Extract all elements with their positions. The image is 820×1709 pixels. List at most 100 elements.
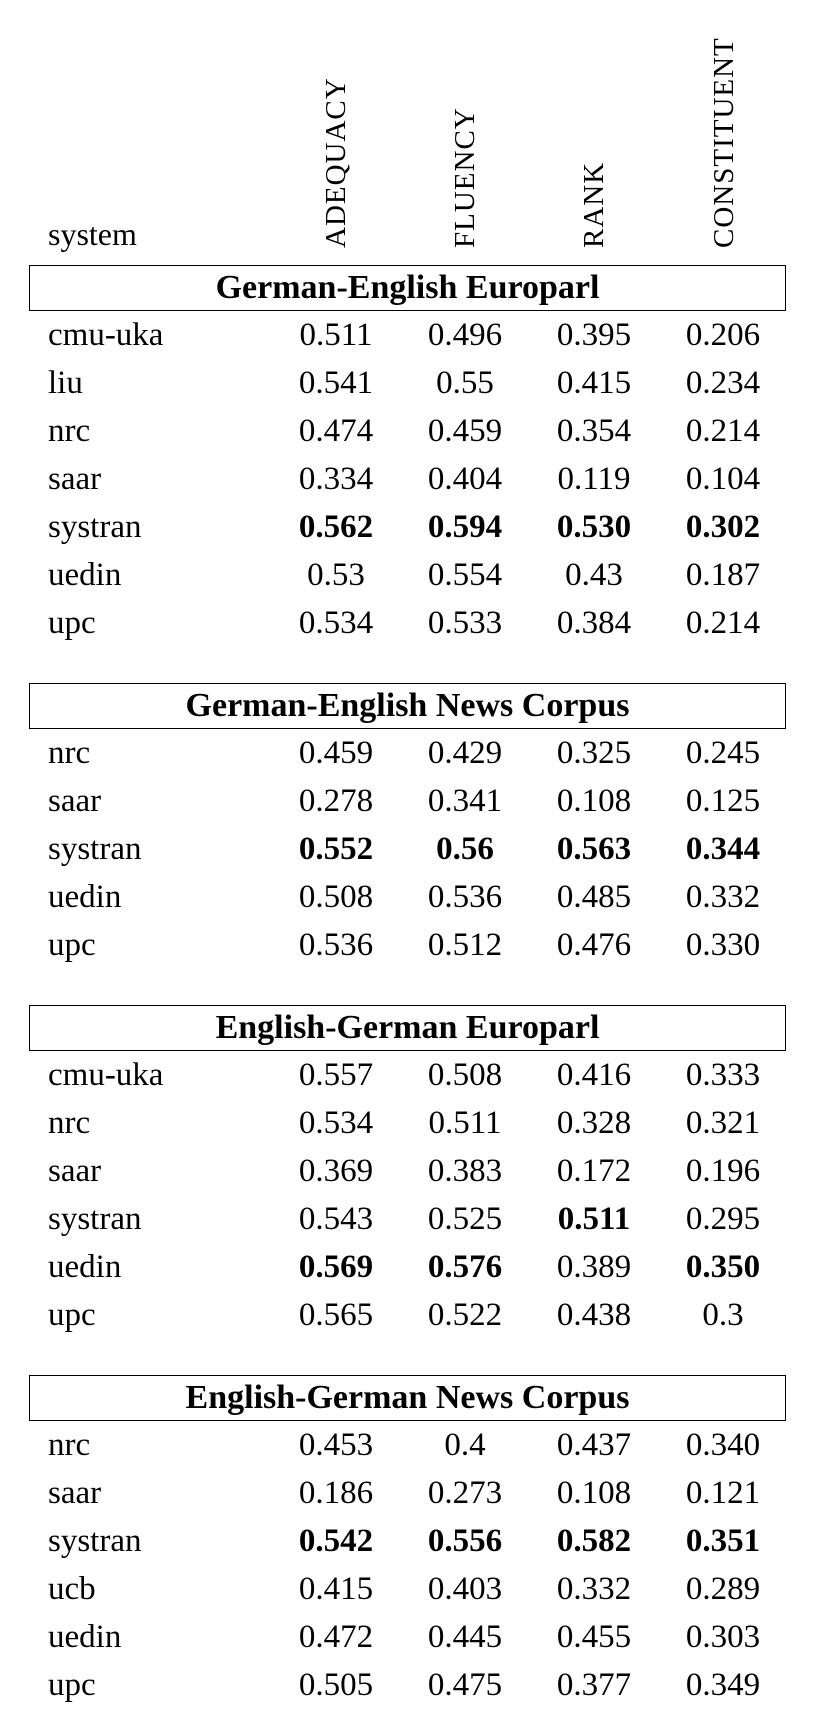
score-cell: 0.569 [298, 1249, 374, 1285]
score-cell: 0.445 [427, 1619, 503, 1655]
score-cell: 0.534 [298, 1105, 374, 1141]
score-cell: 0.234 [685, 365, 761, 401]
score-cell: 0.245 [685, 735, 761, 771]
score-cell: 0.552 [298, 831, 374, 867]
system-name: saar [48, 461, 102, 497]
score-cell: 0.395 [556, 317, 632, 353]
table-section: German-English News Corpus nrc 0.459 0.429 0… [0, 683, 820, 969]
score-cell: 0.557 [298, 1057, 374, 1093]
score-cell: 0.562 [298, 509, 374, 545]
table-row: saar 0.278 0.341 0.108 0.125 [0, 777, 820, 825]
score-cell: 0.104 [685, 461, 761, 497]
system-name: liu [48, 365, 83, 401]
table-row: upc 0.536 0.512 0.476 0.330 [0, 921, 820, 969]
score-cell: 0.505 [298, 1667, 374, 1703]
system-name: upc [48, 605, 96, 641]
table-row: upc 0.505 0.475 0.377 0.349 [0, 1661, 820, 1709]
score-cell: 0.508 [298, 879, 374, 915]
table-row: uedin 0.53 0.554 0.43 0.187 [0, 551, 820, 599]
score-cell: 0.476 [556, 927, 632, 963]
system-name: uedin [48, 879, 122, 915]
score-cell: 0.206 [685, 317, 761, 353]
system-name: cmu-uka [48, 1057, 164, 1093]
score-cell: 0.328 [556, 1105, 632, 1141]
score-cell: 0.455 [556, 1619, 632, 1655]
system-name: uedin [48, 1249, 122, 1285]
score-cell: 0.332 [556, 1571, 632, 1607]
score-cell: 0.474 [298, 413, 374, 449]
score-cell: 0.485 [556, 879, 632, 915]
score-cell: 0.508 [427, 1057, 503, 1093]
table-row: systran 0.542 0.556 0.582 0.351 [0, 1517, 820, 1565]
score-cell: 0.404 [427, 461, 503, 497]
score-cell: 0.459 [427, 413, 503, 449]
table-row: ucb 0.415 0.403 0.332 0.289 [0, 1565, 820, 1613]
system-column-header: system [48, 216, 137, 252]
table-section: English-German Europarl cmu-uka 0.557 0.508… [0, 1005, 820, 1339]
score-cell: 0.512 [427, 927, 503, 963]
score-cell: 0.453 [298, 1427, 374, 1463]
table-row: nrc 0.453 0.4 0.437 0.340 [0, 1421, 820, 1469]
section-title: German-English News Corpus [29, 683, 786, 729]
section-title: English-German Europarl [29, 1005, 786, 1051]
table-row: liu 0.541 0.55 0.415 0.234 [0, 359, 820, 407]
score-cell: 0.416 [556, 1057, 632, 1093]
score-cell: 0.459 [298, 735, 374, 771]
score-cell: 0.196 [685, 1153, 761, 1189]
score-cell: 0.369 [298, 1153, 374, 1189]
table-section: English-German News Corpus nrc 0.453 0.4 0.4… [0, 1375, 820, 1709]
score-cell: 0.496 [427, 317, 503, 353]
score-cell: 0.43 [565, 557, 623, 593]
score-cell: 0.278 [298, 783, 374, 819]
table-row: upc 0.565 0.522 0.438 0.3 [0, 1291, 820, 1339]
table-row: saar 0.369 0.383 0.172 0.196 [0, 1147, 820, 1195]
score-cell: 0.214 [685, 413, 761, 449]
table-row: saar 0.334 0.404 0.119 0.104 [0, 455, 820, 503]
score-cell: 0.325 [556, 735, 632, 771]
score-cell: 0.333 [685, 1057, 761, 1093]
score-cell: 0.303 [685, 1619, 761, 1655]
table-row: nrc 0.474 0.459 0.354 0.214 [0, 407, 820, 455]
score-cell: 0.383 [427, 1153, 503, 1189]
system-name: upc [48, 1297, 96, 1333]
section-title: German-English Europarl [29, 265, 786, 311]
score-cell: 0.53 [307, 557, 365, 593]
score-cell: 0.273 [427, 1475, 503, 1511]
table-header: system ADEQUACY FLUENCY RANK CONSTITUENT [48, 37, 740, 252]
score-cell: 0.187 [685, 557, 761, 593]
table-row: nrc 0.459 0.429 0.325 0.245 [0, 729, 820, 777]
score-cell: 0.437 [556, 1427, 632, 1463]
table-row: systran 0.543 0.525 0.511 0.295 [0, 1195, 820, 1243]
score-cell: 0.334 [298, 461, 374, 497]
score-cell: 0.475 [427, 1667, 503, 1703]
score-cell: 0.594 [427, 509, 503, 545]
system-name: upc [48, 1667, 96, 1703]
score-cell: 0.350 [685, 1249, 761, 1285]
score-cell: 0.536 [427, 879, 503, 915]
table-row: upc 0.534 0.533 0.384 0.214 [0, 599, 820, 647]
table-row: uedin 0.569 0.576 0.389 0.350 [0, 1243, 820, 1291]
score-cell: 0.511 [428, 1105, 502, 1141]
score-cell: 0.522 [427, 1297, 503, 1333]
table-row: systran 0.562 0.594 0.530 0.302 [0, 503, 820, 551]
score-cell: 0.556 [427, 1523, 503, 1559]
system-name: systran [48, 509, 142, 545]
score-cell: 0.344 [685, 831, 761, 867]
score-cell: 0.554 [427, 557, 503, 593]
system-name: nrc [48, 413, 91, 449]
section-title: English-German News Corpus [29, 1375, 786, 1421]
score-cell: 0.341 [427, 783, 503, 819]
system-name: nrc [48, 735, 91, 771]
score-cell: 0.351 [685, 1523, 761, 1559]
score-cell: 0.125 [685, 783, 761, 819]
table-row: uedin 0.508 0.536 0.485 0.332 [0, 873, 820, 921]
score-cell: 0.530 [556, 509, 632, 545]
score-cell: 0.543 [298, 1201, 374, 1237]
system-name: saar [48, 1153, 102, 1189]
score-cell: 0.108 [556, 783, 632, 819]
system-name: nrc [48, 1105, 91, 1141]
table-section: German-English Europarl cmu-uka 0.511 0.496… [0, 265, 820, 647]
score-cell: 0.302 [685, 509, 761, 545]
score-cell: 0.429 [427, 735, 503, 771]
score-cell: 0.415 [556, 365, 632, 401]
